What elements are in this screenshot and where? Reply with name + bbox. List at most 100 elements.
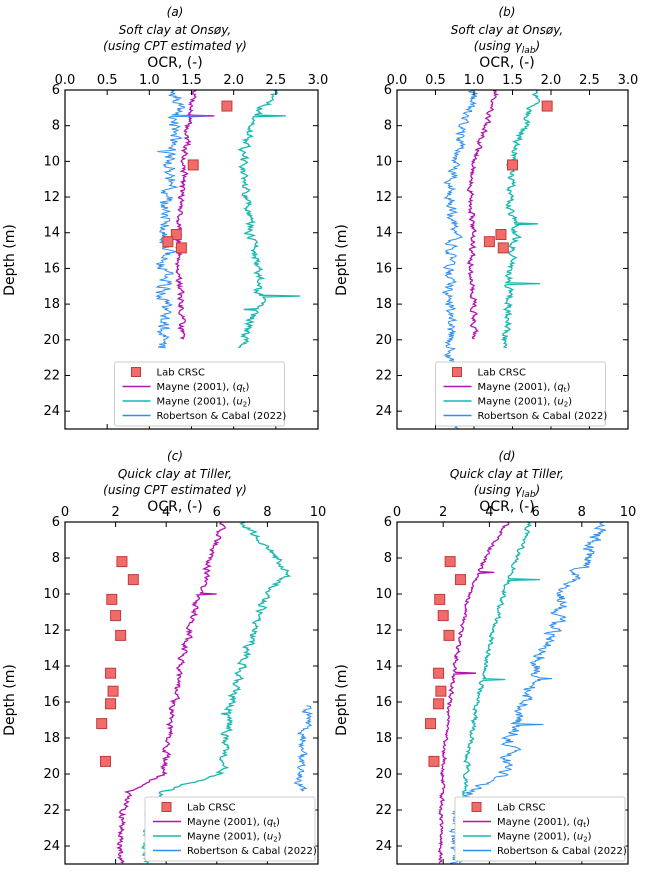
- series-line-mayne_qt: [437, 522, 510, 864]
- panel-b-plot: 0.0 0.5 1.0 1.5 2.0 2.5 3.0 6 8 10 12 14 16 18 20 22 24 L…: [375, 73, 638, 430]
- y-tick-label: 20: [375, 767, 392, 782]
- legend-box: [144, 796, 316, 862]
- lab-crsc-point: [435, 685, 447, 697]
- lab-crsc-point: [443, 629, 455, 641]
- y-tick-label: 8: [52, 119, 60, 134]
- panel-a-title-line1: Soft clay at Onsøy,: [119, 23, 231, 37]
- legend-label: Mayne (2001), (u2): [157, 397, 252, 409]
- lab-crsc-point: [444, 556, 456, 568]
- legend-label: Mayne (2001), (u2): [187, 832, 282, 844]
- legend: Lab CRSC Mayne (2001), (qt) Mayne (2001), …: [454, 796, 627, 862]
- x-tick-label: 1.5: [181, 73, 202, 88]
- lab-crsc-point: [170, 229, 182, 241]
- y-tick-label: 12: [375, 190, 392, 205]
- lab-crsc-point: [116, 556, 128, 568]
- legend-marker-lab: [452, 367, 462, 377]
- x-tick-label: 6: [213, 505, 221, 520]
- legend-label: Mayne (2001), (qt): [157, 382, 250, 394]
- lab-crsc-point: [127, 574, 139, 586]
- legend-marker-lab: [471, 802, 482, 812]
- y-tick-label: 18: [43, 731, 60, 746]
- legend-label: Mayne (2001), (qt): [187, 817, 280, 829]
- x-tick-label: 0.5: [97, 73, 118, 88]
- panel-c-title-line1: Quick clay at Tiller,: [118, 467, 232, 481]
- y-tick-label: 20: [43, 333, 60, 348]
- y-tick-label: 6: [52, 515, 60, 530]
- panel-a-ylabel: Depth (m): [2, 224, 18, 296]
- legend-label: Robertson & Cabal (2022): [478, 411, 608, 422]
- y-tick-label: 12: [375, 623, 392, 638]
- y-tick-label: 14: [375, 226, 392, 241]
- y-tick-label: 6: [384, 83, 392, 98]
- y-tick-label: 10: [43, 587, 60, 602]
- x-tick-label: 4: [485, 505, 493, 520]
- x-tick-label: 3.0: [308, 73, 329, 88]
- x-tick-label: 2.0: [541, 73, 562, 88]
- lab-crsc-point: [187, 159, 199, 171]
- panel-a: (a) Soft clay at Onsøy, (using CPT estim…: [2, 5, 329, 430]
- x-tick-label: 8: [263, 505, 271, 520]
- lab-crsc-point: [175, 242, 187, 254]
- panel-d-title-line2: (using γlab): [474, 483, 540, 500]
- panel-a-label: (a): [167, 5, 184, 19]
- lab-crsc-point: [437, 610, 449, 622]
- plot-frame: [64, 521, 319, 865]
- lab-crsc-point: [107, 685, 119, 697]
- y-tick-label: 12: [43, 623, 60, 638]
- y-tick-label: 10: [375, 154, 392, 169]
- legend-box: [454, 796, 626, 862]
- panel-b: (b) Soft clay at Onsøy, (using γlab) OCR…: [334, 5, 638, 430]
- legend-label: Mayne (2001), (qt): [497, 817, 590, 829]
- y-tick-label: 24: [375, 404, 392, 419]
- y-tick-label: 22: [375, 368, 392, 383]
- y-tick-label: 24: [375, 839, 392, 854]
- lab-crsc-point: [434, 593, 446, 605]
- lab-crsc-point: [541, 100, 553, 112]
- y-tick-label: 22: [43, 803, 60, 818]
- panel-d: (d) Quick clay at Tiller, (using γlab) O…: [334, 449, 636, 865]
- lab-crsc-point: [162, 236, 174, 248]
- y-tick-label: 16: [375, 261, 392, 276]
- panel-a-plot: 0.0 0.5 1.0 1.5 2.0 2.5 3.0 6 8 10 12 14 16 18 20 22 24 L…: [43, 73, 329, 430]
- x-tick-label: 0.0: [387, 73, 408, 88]
- x-tick-label: 2.5: [265, 73, 286, 88]
- y-tick-label: 18: [375, 731, 392, 746]
- lab-crsc-point: [428, 755, 440, 767]
- lab-crsc-point: [99, 755, 111, 767]
- legend-label: Mayne (2001), (qt): [478, 382, 571, 394]
- y-tick-label: 24: [43, 839, 60, 854]
- y-tick-label: 14: [375, 659, 392, 674]
- legend-label: Robertson & Cabal (2022): [187, 846, 317, 857]
- series-line-mayne_u2: [500, 90, 541, 349]
- legend: Lab CRSC Mayne (2001), (qt) Mayne (2001), …: [114, 361, 286, 427]
- legend-label: Lab CRSC: [478, 368, 527, 379]
- lab-crsc-point: [110, 610, 122, 622]
- x-tick-label: 2: [439, 505, 447, 520]
- series-line-mayne_qt: [174, 90, 215, 340]
- legend-label: Mayne (2001), (u2): [478, 397, 573, 409]
- x-tick-label: 1.0: [464, 73, 485, 88]
- panel-b-ylabel: Depth (m): [334, 224, 350, 296]
- x-tick-label: 1.0: [139, 73, 160, 88]
- lab-crsc-point: [221, 100, 233, 112]
- legend-marker-lab: [161, 802, 172, 812]
- lab-crsc-point: [495, 229, 507, 241]
- series-line-mayne_u2: [237, 90, 301, 349]
- series-line-mayne_qt: [116, 522, 226, 864]
- x-tick-label: 0.0: [55, 73, 76, 88]
- panel-a-title-line2: (using CPT estimated γ): [103, 39, 247, 53]
- legend-label: Lab CRSC: [187, 803, 236, 814]
- y-tick-label: 22: [375, 803, 392, 818]
- panel-a-series: [155, 90, 301, 349]
- lab-crsc-point: [483, 236, 495, 248]
- series-line-robertson: [293, 705, 314, 792]
- lab-crsc-point: [455, 574, 467, 586]
- panel-b-title-line1: Soft clay at Onsøy,: [451, 23, 563, 37]
- x-tick-label: 2.0: [223, 73, 244, 88]
- lab-crsc-point: [115, 629, 127, 641]
- y-tick-label: 6: [52, 83, 60, 98]
- y-tick-label: 8: [384, 119, 392, 134]
- legend-label: Lab CRSC: [157, 368, 206, 379]
